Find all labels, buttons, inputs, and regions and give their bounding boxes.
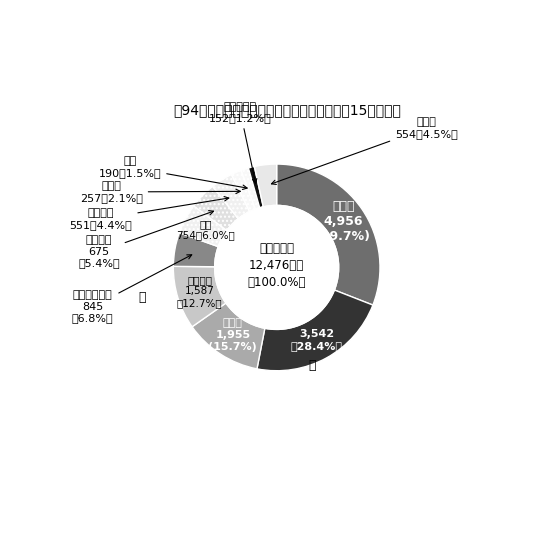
Wedge shape [192, 303, 265, 369]
Text: 上水道
1,955
(15.7%): 上水道 1,955 (15.7%) [208, 318, 257, 352]
Wedge shape [213, 175, 250, 219]
Wedge shape [257, 290, 373, 371]
Circle shape [214, 206, 339, 329]
Wedge shape [179, 206, 227, 247]
Text: 下水道
4,956
(39.7%): 下水道 4,956 (39.7%) [316, 201, 371, 244]
Wedge shape [254, 164, 277, 207]
Text: （100.0%）: （100.0%） [248, 277, 306, 289]
Wedge shape [249, 166, 263, 208]
Text: 簡易水道
1,587
（12.7%）: 簡易水道 1,587 （12.7%） [177, 275, 222, 308]
Text: 市場
190（1.5%）: 市場 190（1.5%） [99, 156, 247, 190]
Text: 3,542
（28.4%）: 3,542 （28.4%） [291, 329, 343, 350]
Wedge shape [231, 170, 255, 212]
Text: 道: 道 [308, 359, 316, 372]
Text: 宅地造成
675
（5.4%）: 宅地造成 675 （5.4%） [78, 210, 213, 268]
Wedge shape [277, 164, 380, 305]
Text: 事　業　数: 事 業 数 [259, 242, 294, 255]
Wedge shape [174, 233, 218, 267]
Text: 工業用水道
152（1.2%）: 工業用水道 152（1.2%） [209, 101, 272, 183]
Text: 介護サービス
845
（6.8%）: 介護サービス 845 （6.8%） [72, 255, 192, 323]
Text: 病院
754（6.0%）: 病院 754（6.0%） [176, 219, 235, 240]
Text: 水: 水 [138, 291, 146, 305]
Text: 観光施設
551（4.4%）: 観光施設 551（4.4%） [69, 197, 229, 230]
Wedge shape [241, 168, 260, 209]
Wedge shape [194, 186, 238, 230]
Wedge shape [174, 266, 226, 327]
Text: 第94図　地方公営企業の事業数の状況（平成15年度末）: 第94図 地方公営企業の事業数の状況（平成15年度末） [173, 103, 401, 117]
Text: 12,476事業: 12,476事業 [249, 259, 304, 272]
Text: 駐車場
257（2.1%）: 駐車場 257（2.1%） [80, 181, 240, 203]
Text: その他
554（4.5%）: その他 554（4.5%） [272, 117, 458, 185]
